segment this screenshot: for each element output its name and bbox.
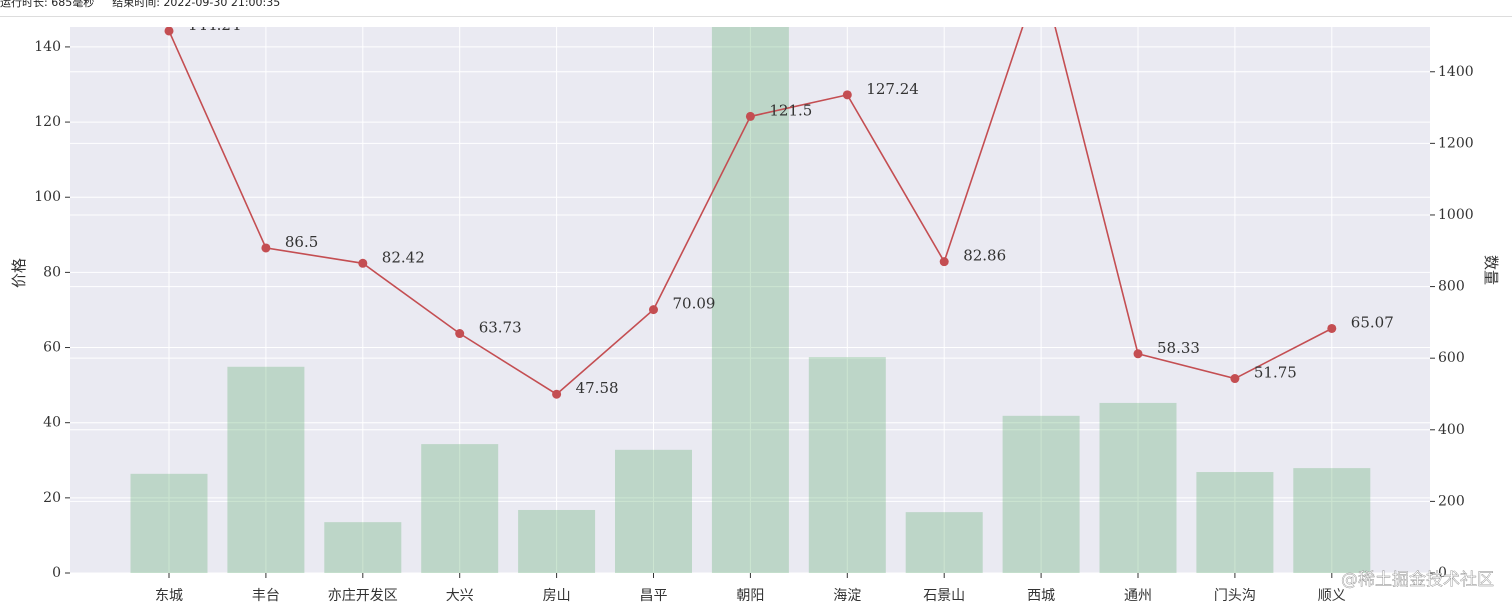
end-time: 结束时间: 2022-09-30 21:00:35	[112, 0, 281, 9]
y2-tick-label: 800	[1438, 279, 1465, 295]
y2-tick-label: 200	[1438, 493, 1465, 509]
point	[1327, 323, 1337, 333]
y-axis-label: 价格	[10, 258, 28, 288]
data-label: 86.5	[285, 233, 318, 251]
bar	[1196, 472, 1274, 573]
point	[358, 258, 368, 268]
point	[842, 90, 852, 100]
y-tick-label: 40	[43, 415, 61, 431]
point	[939, 257, 949, 267]
bar	[518, 509, 596, 573]
point	[552, 389, 562, 399]
data-label: 47.58	[576, 379, 619, 397]
x-tick-label: 房山	[543, 588, 571, 604]
x-tick-label: 顺义	[1318, 588, 1346, 604]
data-label: 58.33	[1157, 339, 1200, 357]
y-tick-label: 20	[43, 490, 61, 506]
data-label: 121.5	[769, 101, 812, 119]
y2-tick-label: 600	[1438, 350, 1465, 366]
x-tick-label: 东城	[155, 588, 183, 604]
y2-tick-label: 1200	[1438, 135, 1474, 151]
x-tick-label: 亦庄开发区	[328, 587, 398, 604]
data-label: 144.24	[188, 16, 241, 34]
bar	[1099, 402, 1177, 573]
point	[745, 111, 755, 121]
data-label: 65.07	[1351, 313, 1394, 331]
y-tick-label: 100	[34, 189, 61, 205]
watermark: @稀土掘金技术社区	[1341, 570, 1494, 590]
y2-tick-label: 0	[1438, 565, 1447, 581]
data-label: 127.24	[866, 80, 919, 98]
data-label: 63.73	[479, 319, 522, 337]
x-tick-label: 西城	[1027, 588, 1055, 604]
point	[1230, 374, 1240, 384]
status-bar: 运行时长: 685毫秒 结束时间: 2022-09-30 21:00:35	[0, 0, 1512, 17]
bar	[324, 522, 402, 573]
y2-tick-label: 1400	[1438, 64, 1474, 80]
bar	[711, 27, 789, 573]
y2-tick-label: 400	[1438, 422, 1465, 438]
point	[649, 305, 658, 315]
y2-axis-label: 数量	[1482, 255, 1500, 285]
run-time: 运行时长: 685毫秒	[0, 0, 95, 9]
bar	[421, 444, 499, 573]
x-tick-label: 朝阳	[736, 588, 764, 604]
data-label: 82.86	[963, 247, 1006, 265]
bar	[808, 357, 886, 573]
y-tick-label: 120	[34, 114, 61, 130]
bar	[130, 473, 208, 573]
x-tick-label: 大兴	[446, 588, 474, 604]
bar	[1293, 468, 1371, 573]
point	[261, 243, 271, 253]
y-tick-label: 60	[43, 340, 61, 356]
data-label: 70.09	[673, 295, 716, 313]
y-tick-label: 0	[52, 565, 61, 581]
y2-tick-label: 1000	[1438, 207, 1474, 223]
x-tick-label: 门头沟	[1214, 588, 1256, 604]
point	[455, 329, 465, 339]
x-tick-label: 丰台	[252, 588, 280, 604]
data-label: 51.75	[1254, 364, 1297, 382]
x-tick-label: 昌平	[640, 588, 668, 604]
x-tick-label: 通州	[1124, 588, 1152, 604]
data-label: 82.42	[382, 248, 425, 266]
bar	[905, 512, 983, 573]
x-tick-label: 海淀	[833, 588, 861, 604]
y-tick-label: 140	[34, 39, 61, 55]
x-tick-label: 石景山	[923, 588, 965, 604]
bar	[1002, 415, 1080, 573]
y-tick-label: 80	[43, 264, 61, 280]
point	[1133, 349, 1143, 359]
point	[164, 27, 174, 36]
bar	[615, 449, 692, 573]
bar	[227, 366, 305, 573]
